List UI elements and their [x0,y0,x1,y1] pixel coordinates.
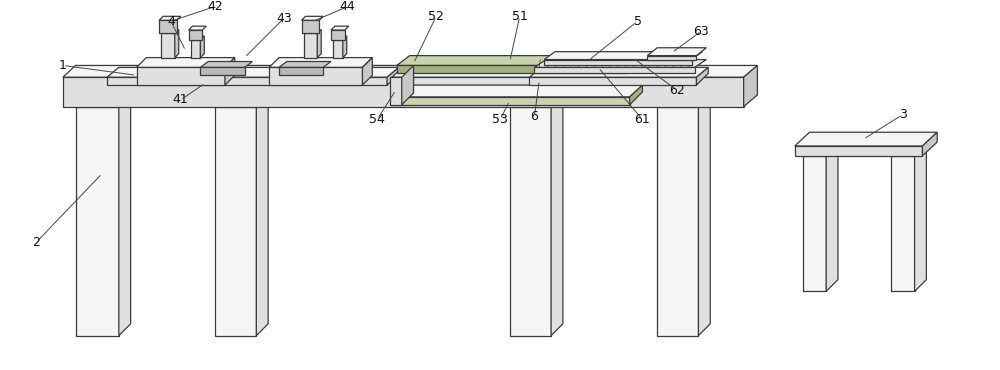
Polygon shape [397,65,626,73]
Polygon shape [647,56,696,60]
Polygon shape [200,67,245,75]
Text: 53: 53 [492,113,508,126]
Polygon shape [696,67,708,85]
Text: 5: 5 [634,15,642,28]
Polygon shape [200,61,252,67]
Polygon shape [744,65,757,107]
Polygon shape [915,144,926,292]
Polygon shape [333,40,343,58]
Polygon shape [803,156,826,292]
Polygon shape [189,30,202,40]
Text: 43: 43 [276,12,292,25]
Text: 2: 2 [32,236,40,249]
Polygon shape [331,30,345,40]
Polygon shape [529,77,696,85]
Text: 4: 4 [167,15,175,28]
Polygon shape [544,52,702,60]
Text: 63: 63 [694,24,709,38]
Text: 44: 44 [340,0,356,13]
Polygon shape [279,67,323,75]
Polygon shape [63,65,757,77]
Text: 52: 52 [428,10,444,23]
Polygon shape [76,107,119,336]
Polygon shape [630,65,642,85]
Polygon shape [279,61,331,67]
Polygon shape [63,77,744,107]
Polygon shape [551,95,563,336]
Polygon shape [922,132,937,156]
Polygon shape [390,77,402,105]
Polygon shape [392,77,630,85]
Polygon shape [119,95,131,336]
Polygon shape [225,58,235,85]
Polygon shape [392,97,630,105]
Polygon shape [392,85,642,97]
Polygon shape [159,16,181,20]
Polygon shape [529,67,708,77]
Text: 62: 62 [669,84,685,97]
Text: 51: 51 [512,10,528,23]
Polygon shape [302,20,319,33]
Polygon shape [392,65,642,77]
Polygon shape [200,36,204,58]
Polygon shape [107,67,399,77]
Polygon shape [302,16,323,20]
Polygon shape [269,67,362,85]
Polygon shape [256,95,268,336]
Text: 1: 1 [59,59,67,72]
Polygon shape [137,58,235,67]
Polygon shape [331,26,349,30]
Polygon shape [387,67,399,85]
Text: 3: 3 [899,108,907,121]
Polygon shape [175,29,179,58]
Polygon shape [891,156,915,292]
Polygon shape [161,33,175,58]
Polygon shape [698,95,710,336]
Polygon shape [189,26,206,30]
Text: 6: 6 [530,110,538,123]
Polygon shape [107,77,387,85]
Polygon shape [795,132,937,146]
Polygon shape [544,60,692,65]
Polygon shape [215,107,256,336]
Polygon shape [397,56,639,65]
Polygon shape [402,65,414,105]
Text: 41: 41 [173,93,189,106]
Polygon shape [362,58,372,85]
Polygon shape [534,67,695,73]
Polygon shape [343,36,347,58]
Polygon shape [647,48,706,56]
Polygon shape [317,29,321,58]
Polygon shape [510,107,551,336]
Text: 61: 61 [635,113,650,126]
Polygon shape [534,60,706,67]
Polygon shape [159,20,177,33]
Polygon shape [269,58,372,67]
Polygon shape [795,146,922,156]
Polygon shape [657,107,698,336]
Polygon shape [826,144,838,292]
Text: 54: 54 [369,113,385,126]
Polygon shape [137,67,225,85]
Polygon shape [304,33,317,58]
Polygon shape [630,85,642,105]
Text: 42: 42 [207,0,223,13]
Polygon shape [191,40,200,58]
